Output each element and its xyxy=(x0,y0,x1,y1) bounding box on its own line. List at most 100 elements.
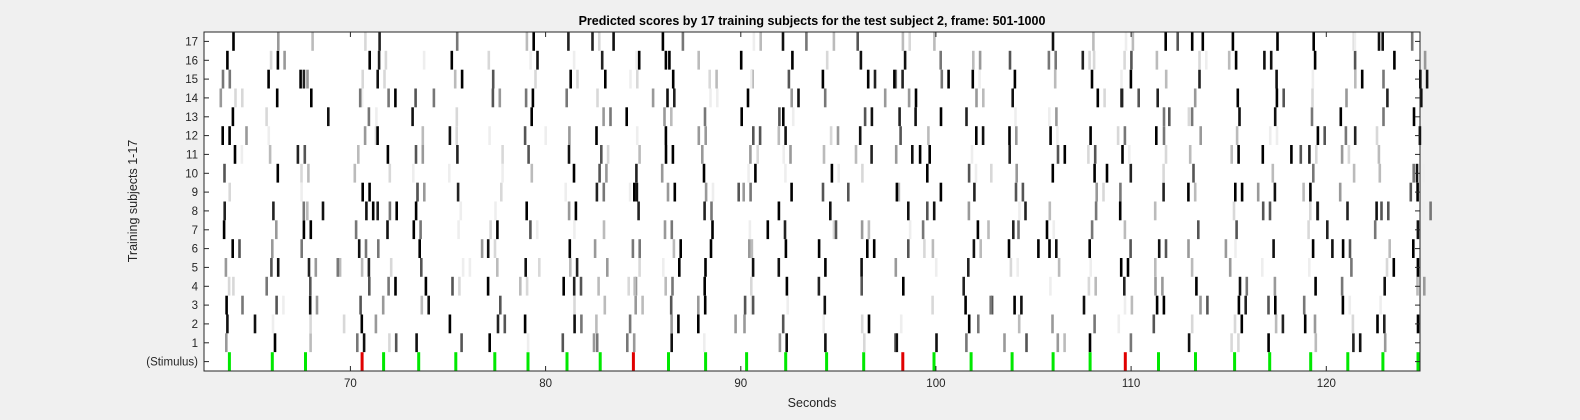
score-cell xyxy=(388,201,392,221)
score-cell xyxy=(638,145,641,164)
score-cell xyxy=(627,276,630,296)
score-cell xyxy=(309,333,312,353)
score-cell xyxy=(227,276,231,296)
score-cell xyxy=(931,295,934,315)
score-cell xyxy=(671,276,674,296)
score-cell xyxy=(737,182,740,202)
score-cell xyxy=(1392,258,1396,277)
score-cell xyxy=(923,239,926,258)
score-cell xyxy=(1130,50,1133,70)
score-cell xyxy=(784,163,787,183)
score-cell xyxy=(1048,107,1051,127)
score-cell xyxy=(450,50,454,70)
score-cell xyxy=(1412,107,1416,127)
score-cell xyxy=(1168,107,1171,127)
score-cell xyxy=(704,182,708,202)
score-cell xyxy=(928,145,931,164)
score-cell xyxy=(1235,220,1238,240)
score-cell xyxy=(1162,163,1165,183)
score-cell xyxy=(427,295,430,315)
score-cell xyxy=(603,295,607,315)
score-cell xyxy=(525,32,529,51)
score-cell xyxy=(600,145,603,164)
score-cell xyxy=(356,333,359,353)
score-cell xyxy=(1089,126,1092,145)
score-cell xyxy=(1088,333,1092,353)
score-cell xyxy=(935,333,938,353)
score-cell xyxy=(872,239,876,258)
score-cell xyxy=(394,333,398,353)
stimulus-mark-green xyxy=(825,352,829,371)
score-cell xyxy=(595,182,599,202)
score-cell xyxy=(1353,50,1357,70)
score-cell xyxy=(453,69,457,89)
score-cell xyxy=(1348,239,1352,258)
score-cell xyxy=(302,220,306,240)
score-cell xyxy=(569,258,572,277)
score-cell xyxy=(628,182,632,202)
score-cell xyxy=(1409,182,1413,202)
score-cell xyxy=(637,50,641,70)
score-cell xyxy=(860,276,863,296)
score-cell xyxy=(899,314,903,334)
score-cell xyxy=(786,295,789,315)
score-cell xyxy=(519,276,522,296)
score-cell xyxy=(1088,50,1091,70)
score-cell xyxy=(1256,182,1260,202)
score-cell xyxy=(1236,88,1240,108)
score-cell xyxy=(791,50,794,70)
score-cell xyxy=(500,182,503,202)
score-cell xyxy=(863,333,866,353)
score-cell xyxy=(926,201,929,221)
score-cell xyxy=(661,32,665,51)
score-cell xyxy=(1126,258,1130,277)
score-cell xyxy=(1008,126,1011,145)
score-cell xyxy=(747,163,750,183)
score-cell xyxy=(932,201,936,221)
score-cell xyxy=(368,50,371,70)
score-cell xyxy=(336,258,340,277)
y-tick-label: 13 xyxy=(185,112,198,124)
score-cell xyxy=(1311,88,1314,108)
score-cell xyxy=(412,163,415,183)
score-cell xyxy=(708,69,711,89)
score-cell xyxy=(1190,107,1194,127)
score-cell xyxy=(883,88,887,108)
score-cell xyxy=(576,69,579,89)
score-cell xyxy=(538,258,541,277)
score-cell xyxy=(965,333,968,353)
score-cell xyxy=(1155,50,1159,70)
score-cell xyxy=(1092,32,1095,51)
score-cell xyxy=(226,314,229,334)
score-cell xyxy=(939,182,943,202)
score-cell xyxy=(388,163,392,183)
score-cell xyxy=(271,239,274,258)
score-cell xyxy=(681,32,685,51)
score-cell xyxy=(307,163,310,183)
score-cell xyxy=(448,163,451,183)
score-cell xyxy=(914,107,917,127)
score-cell xyxy=(605,163,608,183)
score-cell xyxy=(1308,145,1311,164)
score-cell xyxy=(856,32,859,51)
x-axis-ticks: 70 80 90 100 110 120 xyxy=(344,32,1336,390)
score-cell xyxy=(1274,314,1278,334)
score-cell xyxy=(1275,88,1279,108)
score-cell xyxy=(384,50,388,70)
score-cell xyxy=(1354,69,1357,89)
score-cell xyxy=(376,69,379,89)
score-cell xyxy=(1237,145,1240,164)
score-cell xyxy=(1269,50,1273,70)
score-cell xyxy=(907,201,910,221)
stimulus-mark-green xyxy=(1346,352,1350,371)
score-cell xyxy=(1056,126,1059,145)
score-cell xyxy=(1164,69,1168,89)
score-cell xyxy=(544,126,547,145)
stimulus-mark-green xyxy=(565,352,569,371)
score-cell xyxy=(1051,163,1055,183)
score-cell xyxy=(1093,163,1096,183)
score-cell xyxy=(1048,201,1052,221)
score-cell xyxy=(790,182,793,202)
score-cell xyxy=(777,258,781,277)
score-cell xyxy=(823,295,827,315)
